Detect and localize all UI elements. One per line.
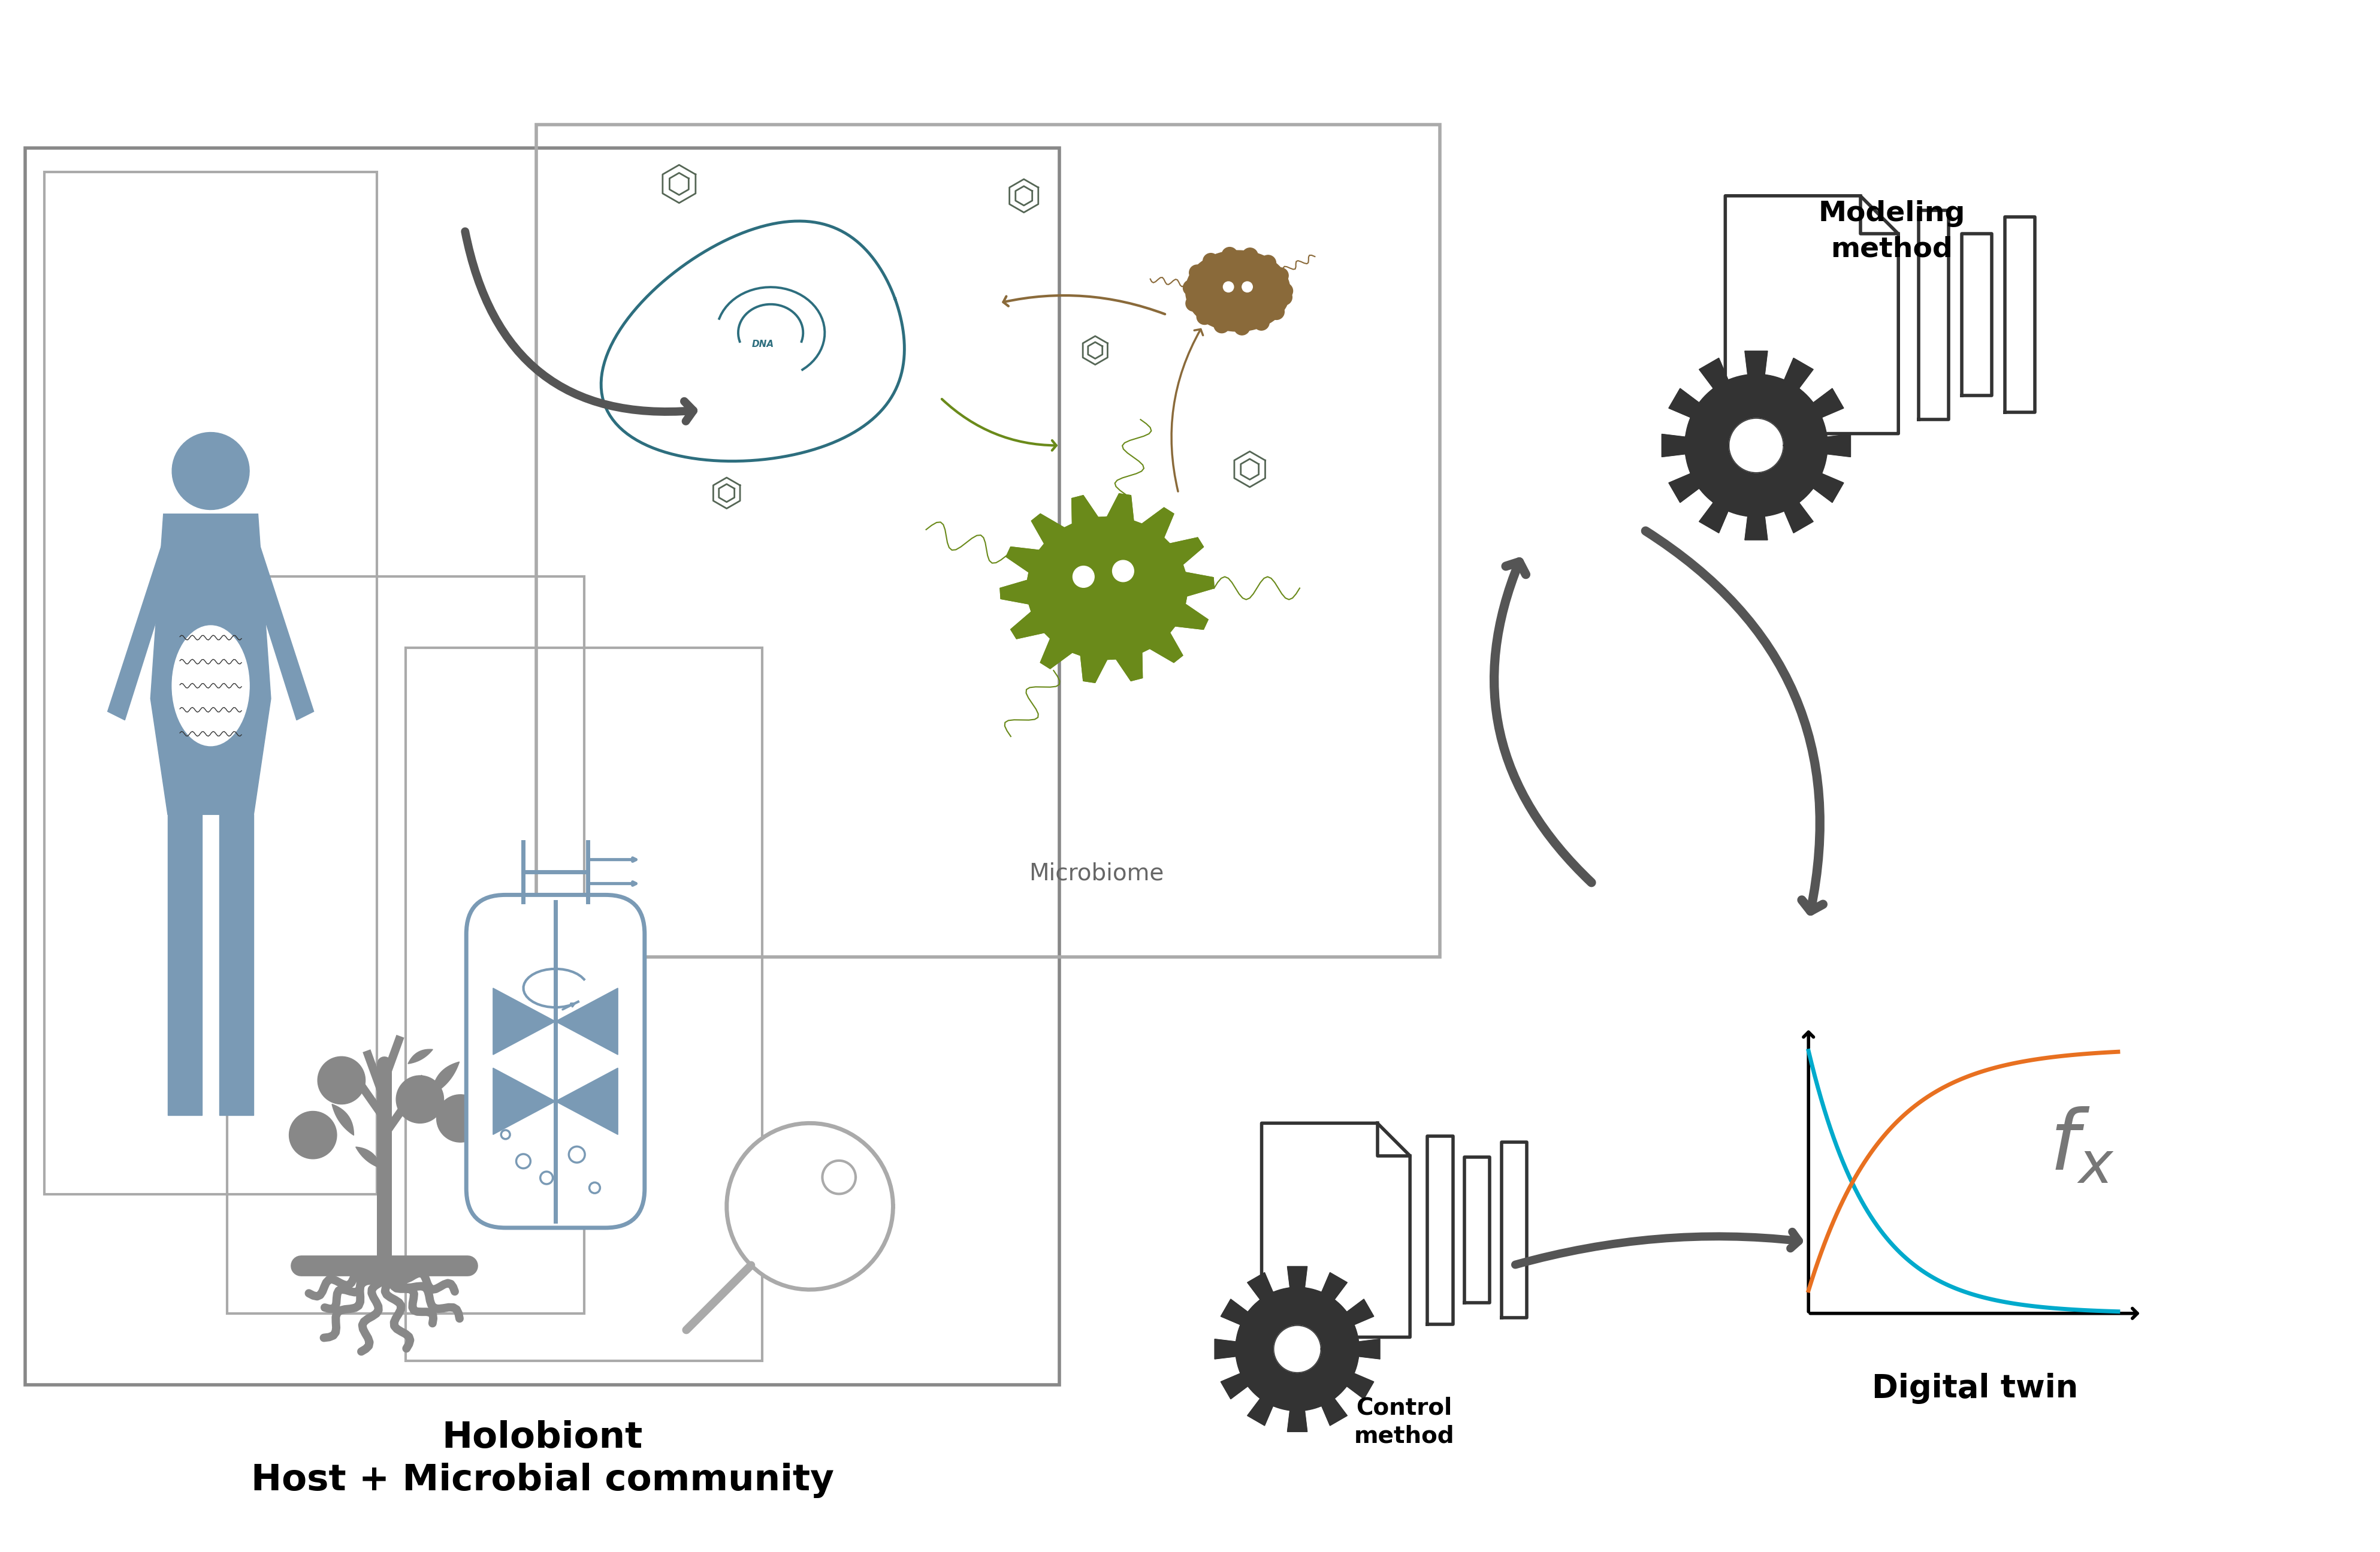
Text: Microbiome: Microbiome — [1028, 861, 1164, 885]
Polygon shape — [167, 815, 202, 1116]
Circle shape — [288, 1111, 336, 1159]
Polygon shape — [1502, 1142, 1526, 1318]
Circle shape — [1190, 265, 1204, 281]
Text: Control
method: Control method — [1354, 1397, 1454, 1448]
Polygon shape — [1185, 250, 1290, 331]
Polygon shape — [726, 1124, 893, 1290]
Bar — [45, 172, 376, 1195]
Polygon shape — [1728, 419, 1783, 473]
Circle shape — [1254, 315, 1269, 331]
Circle shape — [1183, 279, 1200, 295]
Circle shape — [1111, 560, 1133, 582]
Polygon shape — [355, 1147, 381, 1169]
Polygon shape — [555, 989, 619, 1055]
Ellipse shape — [171, 625, 250, 747]
Bar — [536, 124, 1440, 956]
Polygon shape — [493, 1068, 555, 1135]
Circle shape — [395, 1076, 443, 1124]
Text: Digital twin: Digital twin — [1871, 1374, 2078, 1405]
Circle shape — [1073, 566, 1095, 588]
Text: DNA: DNA — [752, 340, 774, 349]
Polygon shape — [1214, 1266, 1380, 1431]
Polygon shape — [1685, 374, 1828, 517]
Circle shape — [1242, 281, 1252, 292]
Polygon shape — [431, 1062, 459, 1094]
Polygon shape — [1426, 1136, 1452, 1324]
Polygon shape — [107, 540, 176, 720]
Polygon shape — [171, 433, 250, 509]
Polygon shape — [1918, 210, 1947, 419]
Circle shape — [1242, 248, 1257, 264]
Polygon shape — [821, 1161, 854, 1193]
Polygon shape — [219, 815, 255, 1116]
Circle shape — [1276, 289, 1292, 306]
Polygon shape — [1464, 1158, 1490, 1304]
Bar — [405, 647, 762, 1361]
Circle shape — [436, 1094, 483, 1142]
Polygon shape — [493, 989, 555, 1055]
Bar — [26, 149, 1059, 1384]
Polygon shape — [555, 1068, 619, 1135]
Circle shape — [1214, 317, 1230, 334]
Circle shape — [1276, 282, 1292, 300]
Polygon shape — [407, 1049, 433, 1063]
Text: Modeling
method: Modeling method — [1818, 200, 1966, 262]
FancyBboxPatch shape — [466, 896, 645, 1228]
Circle shape — [1185, 295, 1202, 312]
Polygon shape — [1661, 351, 1849, 540]
Circle shape — [1197, 309, 1211, 324]
Polygon shape — [1000, 494, 1214, 683]
Polygon shape — [331, 1103, 355, 1136]
Circle shape — [1259, 255, 1276, 272]
Circle shape — [1223, 281, 1233, 292]
Circle shape — [317, 1057, 364, 1103]
Polygon shape — [2004, 217, 2035, 413]
Circle shape — [1273, 267, 1288, 284]
Polygon shape — [245, 540, 314, 720]
Polygon shape — [1961, 234, 1992, 396]
Circle shape — [1269, 304, 1283, 320]
Text: $\mathit{f}_{\mathit{x}}$: $\mathit{f}_{\mathit{x}}$ — [2049, 1107, 2113, 1187]
Polygon shape — [1261, 1124, 1409, 1338]
Polygon shape — [1235, 1287, 1359, 1411]
Polygon shape — [600, 220, 904, 461]
Bar — [226, 576, 583, 1313]
Circle shape — [1221, 247, 1238, 262]
Circle shape — [1202, 253, 1219, 268]
Polygon shape — [150, 514, 271, 815]
Polygon shape — [1726, 196, 1897, 433]
Circle shape — [1233, 320, 1250, 335]
Text: Holobiont
Host + Microbial community: Holobiont Host + Microbial community — [250, 1420, 833, 1498]
Polygon shape — [1273, 1325, 1321, 1372]
